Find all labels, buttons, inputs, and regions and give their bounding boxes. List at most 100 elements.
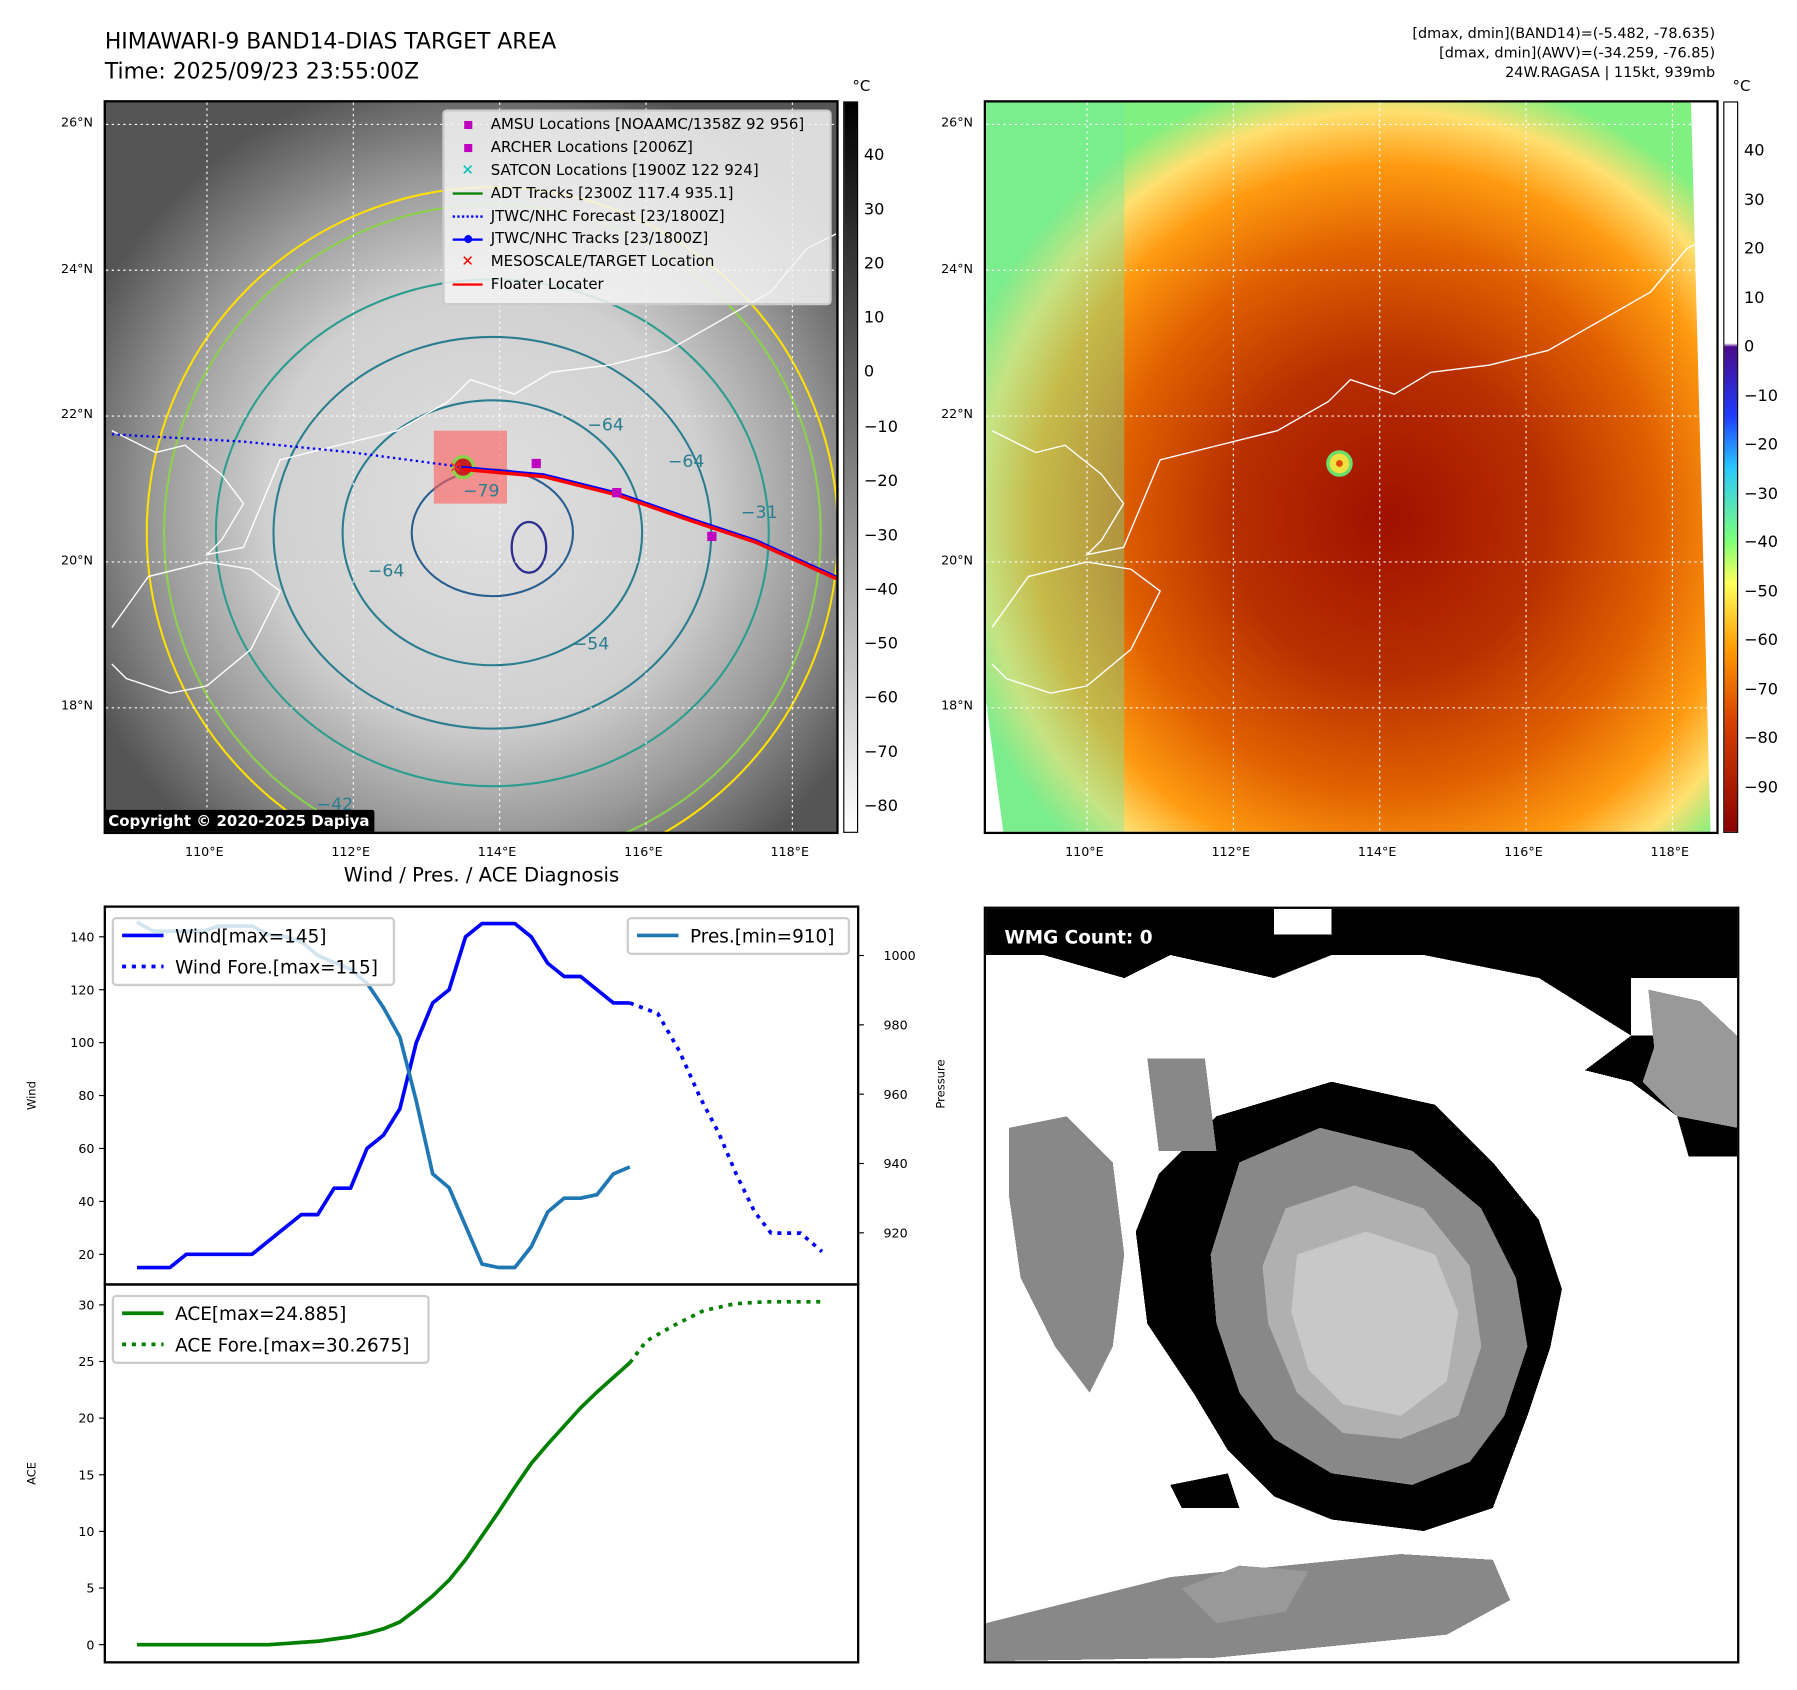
- colorbar-tick-label: 0: [1743, 337, 1755, 356]
- colorbar-tick-label: 20: [863, 254, 885, 274]
- awv-map-panel: [983, 100, 1719, 835]
- figure-title: HIMAWARI-9 BAND14-DIAS TARGET AREA: [104, 28, 557, 55]
- legend-item: JTWC/NHC Tracks [23/1800Z]: [445, 228, 830, 251]
- colorbar-tick-label: −40: [863, 580, 898, 599]
- lon-tick-label: 118°E: [1650, 844, 1690, 860]
- colorbar-tick-label: −10: [1743, 386, 1779, 405]
- legend-label: JTWC/NHC Forecast [23/1800Z]: [490, 208, 725, 226]
- figure-time: Time: 2025/09/23 23:55:00Z: [104, 58, 420, 85]
- colorbar-tick-label: 0: [863, 363, 875, 382]
- awv-map: [986, 102, 1717, 832]
- colorbar-tick-label: −20: [863, 471, 898, 491]
- lon-tick-label: 110°E: [185, 844, 224, 860]
- colorbar-tick-label: −10: [863, 417, 898, 437]
- stats-band14: [dmax, dmin](BAND14)=(-5.482, -78.635): [1412, 24, 1716, 42]
- left-colorbar: [843, 101, 859, 833]
- y2-axis-label: Pressure: [934, 1059, 948, 1108]
- series-line-wind-fore-: [629, 1001, 824, 1254]
- y2-tick-label: 960: [884, 1087, 908, 1102]
- colorbar-tick-label: 30: [1743, 190, 1765, 210]
- y-tick-label: 20: [78, 1411, 94, 1426]
- chart-legend: [111, 916, 396, 987]
- contour-label: −64: [587, 416, 623, 436]
- legend-square-icon: [445, 121, 491, 130]
- target-x-icon: ✕: [449, 458, 462, 476]
- floater-track: [462, 467, 837, 581]
- legend-label: AMSU Locations [NOAAMC/1358Z 92 956]: [490, 116, 805, 135]
- lon-tick-label: 114°E: [477, 844, 517, 860]
- left-colorbar-unit: °C: [852, 78, 871, 96]
- plot-frame: [103, 1283, 860, 1664]
- series-line-ace-fore-: [628, 1299, 823, 1364]
- colorbar-tick-label: 40: [1743, 141, 1765, 161]
- legend-label: Wind[max=145]: [175, 926, 326, 947]
- lat-tick-label: 22°N: [941, 406, 974, 422]
- colorbar-tick-label: −80: [1743, 729, 1779, 748]
- colorbar-tick-label: −80: [863, 797, 898, 816]
- map-legend: AMSU Locations [NOAAMC/1358Z 92 956] ARCH…: [442, 109, 832, 306]
- lon-tick-label: 114°E: [1357, 844, 1397, 860]
- colorbar-tick-label: 10: [1743, 288, 1765, 308]
- colorbar-tick-label: −90: [1743, 778, 1779, 797]
- y-axis-label: Wind: [25, 1081, 39, 1110]
- coastline: [111, 233, 837, 556]
- hainan-coastline: [111, 561, 282, 694]
- colorbar-tick-label: −60: [863, 688, 898, 708]
- jtwc-track: [462, 465, 837, 578]
- y-tick-label: 120: [70, 982, 94, 997]
- stats-block: [dmax, dmin](BAND14)=(-5.482, -78.635) […: [1139, 23, 1715, 82]
- lat-tick-label: 18°N: [941, 698, 974, 714]
- right-colorbar: [1723, 101, 1739, 833]
- series-line-wind: [137, 921, 630, 1270]
- colorbar-tick-label: −30: [1743, 484, 1779, 503]
- wmg-panel: WMG Count: 0: [983, 906, 1740, 1664]
- legend-item: ✕ SATCON Locations [1900Z 122 924]: [445, 160, 830, 183]
- y-tick-label: 10: [78, 1524, 94, 1539]
- y-axis-label: ACE: [25, 1462, 39, 1485]
- lat-tick-label: 22°N: [61, 406, 93, 422]
- contour: [510, 520, 548, 574]
- stats-awv: [dmax, dmin](AWV)=(-34.259, -76.85): [1439, 43, 1716, 62]
- colorbar-tick-label: −40: [1743, 533, 1779, 552]
- lat-tick-label: 24°N: [941, 261, 974, 276]
- amsu-marker: [612, 488, 622, 498]
- y-tick-label: 30: [78, 1297, 94, 1312]
- y-tick-label: 15: [78, 1467, 94, 1482]
- wmg-image: [986, 908, 1738, 1662]
- legend-label: Floater Locater: [490, 276, 604, 294]
- y-tick-label: 140: [70, 929, 94, 944]
- lat-tick-label: 24°N: [61, 261, 93, 276]
- contour-label: −31: [741, 503, 777, 523]
- legend-item: ADT Tracks [2300Z 117.4 935.1]: [445, 182, 830, 205]
- legend-dotted-icon: [445, 215, 491, 218]
- colorbar-tick-label: −30: [863, 526, 898, 545]
- legend-item: ✕ MESOSCALE/TARGET Location: [445, 251, 830, 274]
- y-tick-label: 0: [86, 1637, 94, 1652]
- y-tick-label: 20: [78, 1247, 94, 1262]
- y-tick-label: 40: [78, 1194, 94, 1209]
- colorbar-tick-label: −70: [863, 743, 898, 762]
- legend-line-icon: [445, 283, 491, 287]
- amsu-marker: [707, 531, 717, 542]
- contour-label: −54: [573, 634, 609, 654]
- colorbar-tick-label: −20: [1743, 435, 1779, 454]
- legend-label: Pres.[min=910]: [690, 926, 834, 947]
- lon-tick-label: 116°E: [624, 844, 663, 860]
- y2-tick-label: 980: [884, 1017, 908, 1032]
- lat-tick-label: 20°N: [61, 552, 93, 568]
- chart-title: Wind / Pres. / ACE Diagnosis: [343, 863, 620, 888]
- lat-tick-label: 26°N: [61, 115, 93, 131]
- colorbar-tick-label: −50: [863, 634, 898, 654]
- contour-label: −64: [368, 562, 404, 582]
- colorbar-tick-label: −50: [1743, 582, 1779, 601]
- legend-line-icon: [445, 192, 491, 196]
- right-colorbar-unit: °C: [1732, 78, 1751, 96]
- legend-label: JTWC/NHC Tracks [23/1800Z]: [490, 230, 709, 249]
- legend-item: JTWC/NHC Forecast [23/1800Z]: [445, 205, 830, 228]
- y-tick-label: 80: [78, 1088, 94, 1103]
- legend-label: SATCON Locations [1900Z 122 924]: [490, 162, 759, 180]
- stats-storm: 24W.RAGASA | 115kt, 939mb: [1505, 63, 1716, 81]
- colorbar-tick-label: 20: [1743, 239, 1765, 259]
- wmg-count-label: WMG Count: 0: [997, 922, 1160, 952]
